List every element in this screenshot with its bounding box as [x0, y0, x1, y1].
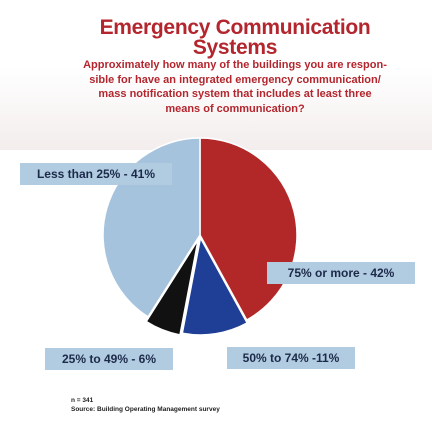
- data-label-50-to-74: 50% to 74% -11%: [227, 347, 355, 369]
- subtitle-line: mass notification system that includes a…: [98, 88, 372, 100]
- data-label-25-to-49: 25% to 49% - 6%: [45, 348, 173, 370]
- sample-size: n = 341: [71, 397, 94, 404]
- pie-slice-50-to-74: [181, 235, 249, 336]
- pie-slice-25-to-49: [145, 239, 199, 336]
- data-label-75-or-more: 75% or more - 42%: [267, 262, 415, 284]
- data-label-less-than-25: Less than 25% - 41%: [20, 163, 172, 185]
- subtitle-line: means of communication?: [165, 102, 305, 115]
- source-note: Source: Building Operating Management su…: [71, 406, 220, 413]
- chart-title-line-1: Emergency Communication: [99, 16, 371, 39]
- subtitle-line: sible for have an integrated emergency c…: [89, 73, 381, 86]
- chart-subtitle: Approximately how many of the buildings …: [62, 58, 408, 116]
- subtitle-line: Approximately how many of the buildings …: [83, 59, 387, 71]
- chart-title-line-2: Systems: [192, 36, 278, 59]
- header-background: [0, 0, 432, 150]
- chart-title: Emergency Communication Systems: [60, 16, 410, 59]
- footnote: n = 341 Source: Building Operating Manag…: [71, 396, 220, 414]
